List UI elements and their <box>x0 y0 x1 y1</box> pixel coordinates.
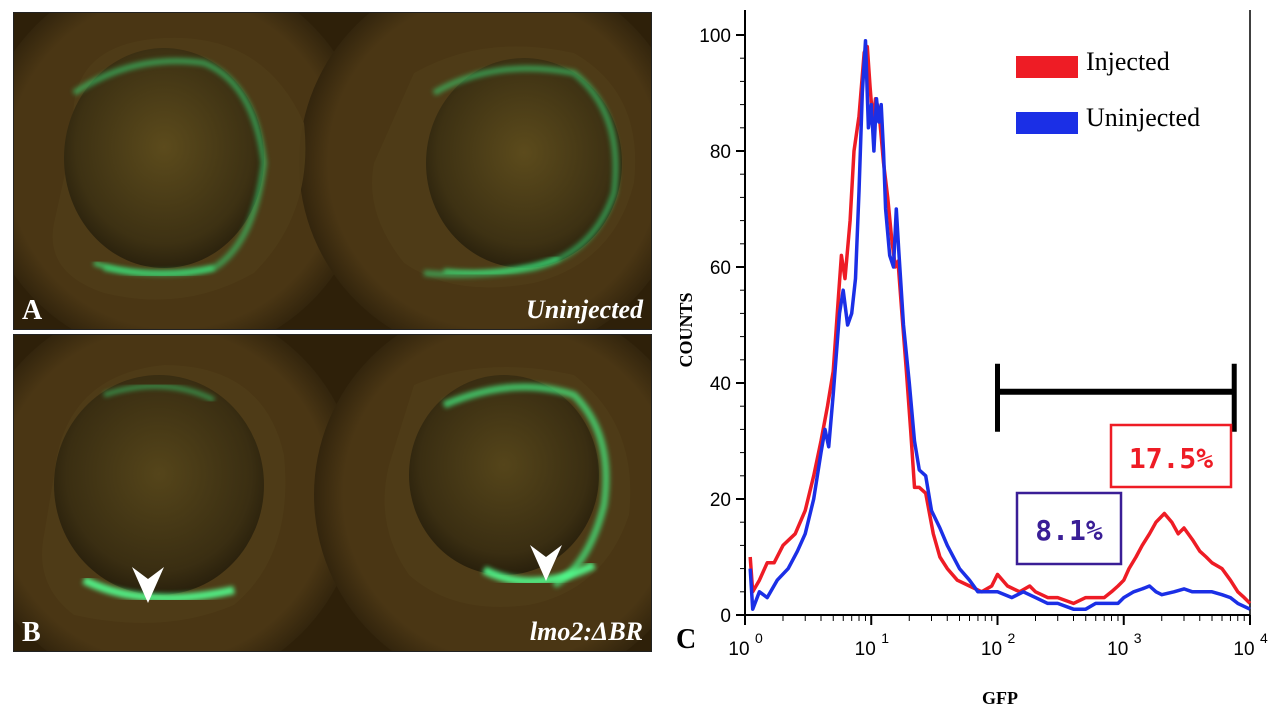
arrowhead-icon <box>530 545 562 581</box>
x-tick-exponent: 3 <box>1134 630 1142 646</box>
arrowhead-icon <box>132 567 164 603</box>
legend-label-injected: Injected <box>1086 47 1170 76</box>
panel-label-lmo2-dbr: lmo2:ΔBR <box>529 617 643 646</box>
y-tick-label: 100 <box>699 26 731 47</box>
gfp-histogram-panel: 0 20 40 60 80 100 10 0 10 1 10 2 10 3 10 4 COUNTS GFP C… <box>660 0 1280 722</box>
series-line-injected <box>748 44 1252 606</box>
embryo-image-uninjected <box>14 13 651 329</box>
legend-swatch-injected <box>1016 56 1078 78</box>
embryo-image-injected <box>14 335 651 651</box>
micrograph-panel-b: B lmo2:ΔBR <box>13 334 652 652</box>
y-axis-label: COUNTS <box>676 292 696 367</box>
x-tick-exponent: 1 <box>881 630 889 646</box>
x-tick-label: 10 <box>1107 639 1128 660</box>
micrograph-panel-a: A Uninjected <box>13 12 652 330</box>
legend-label-uninjected: Uninjected <box>1086 103 1200 132</box>
percent-box-uninjected: 8.1% <box>1015 491 1123 566</box>
y-tick-label: 40 <box>710 374 731 395</box>
panel-letter-c: C <box>676 624 696 655</box>
x-tick-exponent: 2 <box>1008 630 1016 646</box>
series-line-uninjected <box>748 39 1251 611</box>
panel-letter-b: B <box>22 617 41 648</box>
y-tick-label: 60 <box>710 258 731 279</box>
x-axis-label: GFP <box>982 688 1018 708</box>
x-tick-label: 10 <box>981 639 1002 660</box>
legend-swatch-uninjected <box>1016 112 1078 134</box>
x-tick-exponent: 4 <box>1260 630 1268 646</box>
panel-label-uninjected: Uninjected <box>526 295 643 324</box>
y-tick-label: 0 <box>720 606 731 627</box>
y-tick-label: 80 <box>710 142 731 163</box>
percent-uninjected: 8.1% <box>1035 514 1103 547</box>
gate-bracket <box>995 363 1237 432</box>
x-tick-label: 10 <box>855 639 876 660</box>
percent-box-injected: 17.5% <box>1109 423 1233 489</box>
x-tick-label: 10 <box>1233 639 1254 660</box>
percent-injected: 17.5% <box>1129 442 1213 475</box>
x-tick-exponent: 0 <box>755 630 763 646</box>
panel-letter-a: A <box>22 295 43 326</box>
legend: Injected Uninjected <box>1016 47 1200 134</box>
x-tick-label: 10 <box>728 639 749 660</box>
y-tick-label: 20 <box>710 490 731 511</box>
